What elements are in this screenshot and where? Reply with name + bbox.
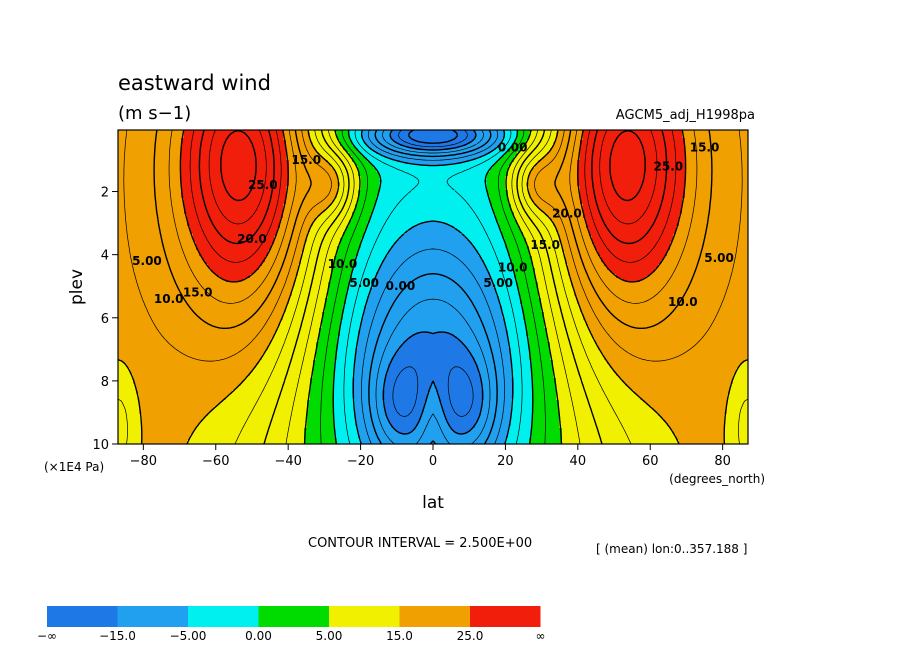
units-label: (m s−1) xyxy=(118,103,191,124)
filled-contour-field xyxy=(118,130,748,444)
chart-title: eastward wind xyxy=(118,71,271,95)
model-label: AGCM5_adj_H1998pa xyxy=(616,108,755,123)
